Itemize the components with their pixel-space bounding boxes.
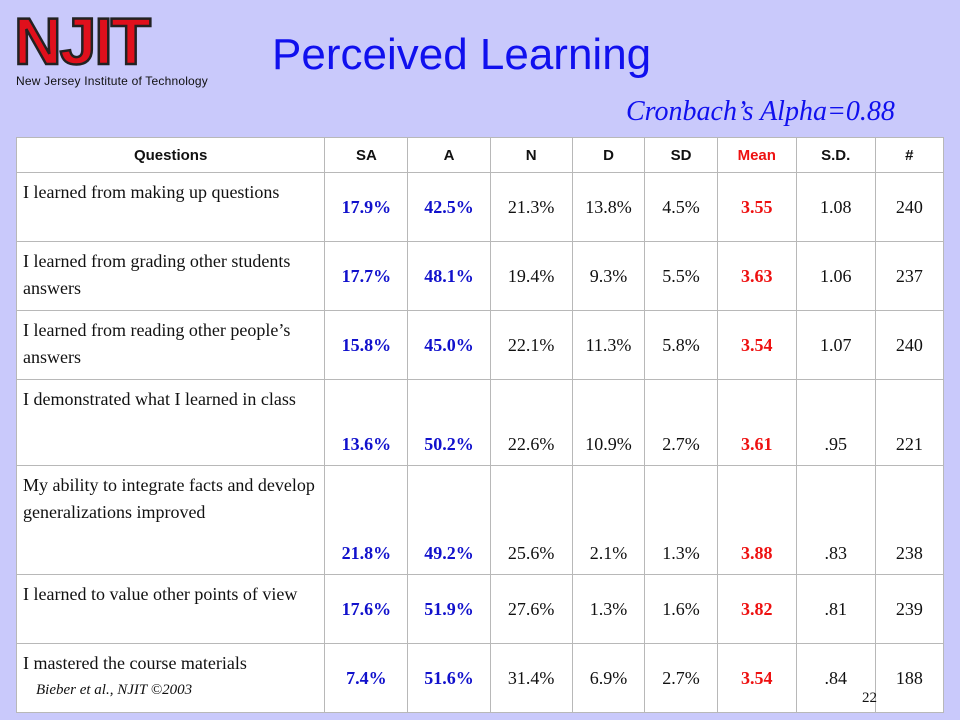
svg-text:NJIT: NJIT xyxy=(14,10,151,72)
std-dev-cell: .83 xyxy=(795,465,876,575)
sa-cell: 17.7% xyxy=(324,241,409,311)
count-cell: 240 xyxy=(874,310,945,380)
std-dev-cell: 1.07 xyxy=(795,310,876,380)
sa-cell: 15.8% xyxy=(324,310,409,380)
count-cell: 238 xyxy=(874,465,945,575)
mean-cell: 3.54 xyxy=(716,310,797,380)
std-dev-cell: 1.08 xyxy=(795,172,876,242)
count-cell: 188 xyxy=(874,643,945,713)
a-cell: 49.2% xyxy=(407,465,491,575)
n-cell: 19.4% xyxy=(489,241,573,311)
mean-cell: 3.55 xyxy=(716,172,797,242)
sa-cell: 17.6% xyxy=(324,574,409,644)
question-cell: I learned to value other points of view xyxy=(15,574,326,644)
sa-cell: 13.6% xyxy=(324,379,409,466)
question-cell: I mastered the course materials xyxy=(15,643,326,713)
table-row: I learned from grading other students an… xyxy=(15,241,945,311)
a-cell: 45.0% xyxy=(407,310,491,380)
n-cell: 21.3% xyxy=(489,172,573,242)
count-cell: 239 xyxy=(874,574,945,644)
page-number: 22 xyxy=(862,690,877,706)
sd-cell: 4.5% xyxy=(644,172,718,242)
d-cell: 10.9% xyxy=(571,379,646,466)
logo-subtitle: New Jersey Institute of Technology xyxy=(16,74,209,88)
table-row: I learned to value other points of view … xyxy=(15,574,945,644)
header-d: D xyxy=(571,137,646,173)
mean-cell: 3.61 xyxy=(716,379,797,466)
std-dev-cell: 1.06 xyxy=(795,241,876,311)
sa-cell: 7.4% xyxy=(324,643,409,713)
a-cell: 50.2% xyxy=(407,379,491,466)
sd-cell: 5.8% xyxy=(644,310,718,380)
cronbach-alpha-subtitle: Cronbach’s Alpha=0.88 xyxy=(626,96,895,127)
n-cell: 22.6% xyxy=(489,379,573,466)
header-mean: Mean xyxy=(716,137,797,173)
a-cell: 42.5% xyxy=(407,172,491,242)
header-sa: SA xyxy=(324,137,409,173)
n-cell: 25.6% xyxy=(489,465,573,575)
mean-cell: 3.82 xyxy=(716,574,797,644)
header-n: N xyxy=(489,137,573,173)
mean-cell: 3.54 xyxy=(716,643,797,713)
sa-cell: 21.8% xyxy=(324,465,409,575)
table-row: I demonstrated what I learned in class 1… xyxy=(15,379,945,466)
a-cell: 51.6% xyxy=(407,643,491,713)
question-cell: I learned from grading other students an… xyxy=(15,241,326,311)
std-dev-cell: .81 xyxy=(795,574,876,644)
header-count: # xyxy=(874,137,945,173)
sd-cell: 2.7% xyxy=(644,643,718,713)
table-header-row: Questions SA A N D SD Mean S.D. # xyxy=(15,137,945,173)
mean-cell: 3.88 xyxy=(716,465,797,575)
std-dev-cell: .84 xyxy=(795,643,876,713)
sd-cell: 1.3% xyxy=(644,465,718,575)
sa-cell: 17.9% xyxy=(324,172,409,242)
n-cell: 22.1% xyxy=(489,310,573,380)
d-cell: 2.1% xyxy=(571,465,646,575)
a-cell: 48.1% xyxy=(407,241,491,311)
header-questions: Questions xyxy=(15,137,326,173)
table-row: I learned from making up questions 17.9%… xyxy=(15,172,945,242)
perceived-learning-table: Questions SA A N D SD Mean S.D. # I lear… xyxy=(15,137,945,713)
njit-logo: NJIT New Jersey Institute of Technology xyxy=(10,10,210,92)
citation: Bieber et al., NJIT ©2003 xyxy=(36,682,193,698)
question-cell: My ability to integrate facts and develo… xyxy=(15,465,326,575)
sd-cell: 1.6% xyxy=(644,574,718,644)
count-cell: 240 xyxy=(874,172,945,242)
question-cell: I learned from making up questions xyxy=(15,172,326,242)
sd-cell: 5.5% xyxy=(644,241,718,311)
sd-cell: 2.7% xyxy=(644,379,718,466)
std-dev-cell: .95 xyxy=(795,379,876,466)
a-cell: 51.9% xyxy=(407,574,491,644)
d-cell: 13.8% xyxy=(571,172,646,242)
question-cell: I learned from reading other people’s an… xyxy=(15,310,326,380)
table-row: I mastered the course materials 7.4% 51.… xyxy=(15,643,945,713)
n-cell: 31.4% xyxy=(489,643,573,713)
header-std-dev: S.D. xyxy=(795,137,876,173)
mean-cell: 3.63 xyxy=(716,241,797,311)
question-cell: I demonstrated what I learned in class xyxy=(15,379,326,466)
d-cell: 9.3% xyxy=(571,241,646,311)
d-cell: 11.3% xyxy=(571,310,646,380)
header-a: A xyxy=(407,137,491,173)
table-row: My ability to integrate facts and develo… xyxy=(15,465,945,575)
table-row: I learned from reading other people’s an… xyxy=(15,310,945,380)
count-cell: 237 xyxy=(874,241,945,311)
njit-logo-graphic: NJIT xyxy=(13,10,154,72)
header-sd: SD xyxy=(644,137,718,173)
d-cell: 1.3% xyxy=(571,574,646,644)
slide-title: Perceived Learning xyxy=(272,30,652,79)
d-cell: 6.9% xyxy=(571,643,646,713)
count-cell: 221 xyxy=(874,379,945,466)
n-cell: 27.6% xyxy=(489,574,573,644)
